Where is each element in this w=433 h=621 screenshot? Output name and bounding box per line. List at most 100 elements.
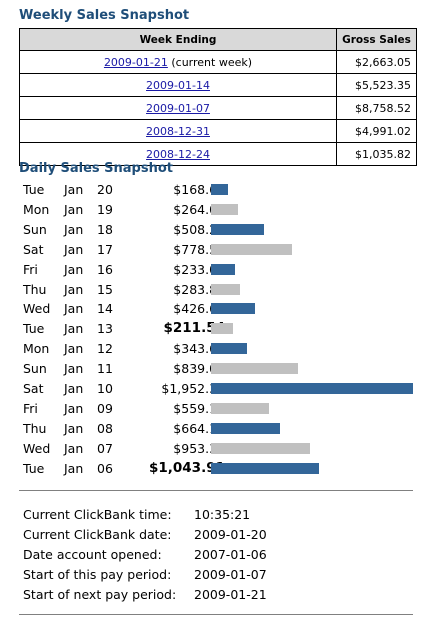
day-of-week: Tue [23,182,45,197]
daily-amount: $283.87 [173,281,225,297]
info-label: Date account opened: [23,547,162,562]
daily-row: Tue Jan 06 $1,043.91 [23,459,423,479]
daily-amount: $168.67 [173,182,225,197]
table-row: 2009-01-21 (current week) $2,663.05 [19,50,417,74]
day-number: 20 [97,182,113,197]
daily-amount: $211.54 [163,320,226,337]
divider [19,490,413,491]
info-label: Start of next pay period: [23,587,177,602]
month: Jan [64,400,84,416]
daily-sales-bar [211,223,264,235]
daily-sales-bar [211,462,319,474]
week-cell: 2009-01-21 (current week) [19,50,337,74]
daily-row: Sat Jan 10 $1,952.38 [23,379,423,399]
daily-row: Wed Jan 14 $426.60 [23,299,423,319]
week-link[interactable]: 2008-12-24 [146,147,210,161]
week-ending-header: Week Ending [19,28,337,51]
day-number: 15 [97,281,113,297]
day-of-week: Wed [23,301,51,317]
gross-sales-cell: $2,663.05 [336,50,417,74]
daily-amount: $264.04 [173,201,225,217]
daily-row: Mon Jan 19 $264.04 [23,200,423,220]
day-number: 09 [97,400,113,416]
daily-amount: $778.54 [173,241,225,257]
week-link[interactable]: 2009-01-21 [103,55,168,69]
info-label: Current ClickBank date: [23,527,172,542]
daily-amount: $343.68 [173,341,225,357]
daily-row: Tue Jan 13 $211.54 [23,319,423,339]
day-of-week: Thu [23,420,47,436]
day-number: 19 [97,201,113,217]
month: Jan [64,301,84,317]
daily-sales-bar [211,323,233,335]
day-number: 17 [97,241,113,257]
day-of-week: Sun [23,361,47,377]
day-of-week: Tue [23,321,45,337]
gross-sales-header: Gross Sales [336,28,417,51]
month: Jan [64,261,84,277]
week-cell: 2009-01-07 [19,96,337,120]
day-number: 06 [97,460,113,476]
table-row: 2009-01-14 $5,523.35 [19,73,417,97]
week-link[interactable]: 2008-12-31 [146,124,210,138]
day-number: 07 [97,440,113,456]
day-of-week: Sat [23,381,44,396]
table-row: 2009-01-07 $8,758.52 [19,96,417,120]
month: Jan [64,221,84,237]
daily-sales-bar [211,363,298,375]
week-cell: 2009-01-14 [19,73,337,97]
daily-sales-bar [211,283,240,295]
table-row: 2008-12-31 $4,991.02 [19,119,417,143]
daily-row: Sun Jan 11 $839.08 [23,359,423,379]
day-number: 18 [97,221,113,237]
day-of-week: Sat [23,241,44,257]
info-value: 10:35:21 [194,507,251,522]
month: Jan [64,460,84,476]
info-label: Start of this pay period: [23,567,172,582]
daily-row: Mon Jan 12 $343.68 [23,339,423,359]
daily-sales-bar [211,184,228,195]
table-row: 2008-12-24 $1,035.82 [19,142,417,166]
daily-amount: $233.05 [173,261,225,277]
daily-sales-title: Daily Sales Snapshot [19,161,173,176]
week-cell: 2008-12-24 [19,142,337,166]
day-number: 14 [97,301,113,317]
weekly-sales-title: Weekly Sales Snapshot [19,8,190,23]
gross-sales-cell: $5,523.35 [336,73,417,97]
gross-sales-cell: $4,991.02 [336,119,417,143]
daily-row: Fri Jan 09 $559.11 [23,399,423,419]
daily-amount: $559.11 [173,400,225,416]
daily-sales-bar [211,402,269,414]
month: Jan [64,241,84,257]
info-value: 2007-01-06 [194,547,267,562]
daily-amount: $426.60 [173,301,225,317]
daily-amount: $1,043.91 [148,459,225,476]
daily-sales-bar [211,243,292,255]
week-note: (current week) [167,55,253,69]
month: Jan [64,321,84,337]
month: Jan [64,361,84,377]
day-of-week: Sun [23,221,47,237]
weekly-sales-table: Week Ending Gross Sales 2009-01-21 (curr… [19,28,417,166]
daily-amount: $839.08 [173,361,225,377]
gross-sales-cell: $1,035.82 [336,142,417,166]
divider [19,614,413,615]
daily-amount: $664.18 [173,420,225,436]
month: Jan [64,341,84,357]
day-of-week: Fri [23,400,38,416]
daily-sales-bar [211,343,247,355]
daily-row: Thu Jan 08 $664.18 [23,419,423,439]
month: Jan [64,182,84,197]
info-value: 2009-01-20 [194,527,267,542]
week-link[interactable]: 2009-01-14 [146,78,210,92]
daily-sales-bar [211,383,413,394]
day-of-week: Fri [23,261,38,277]
info-label: Current ClickBank time: [23,507,172,522]
gross-sales-cell: $8,758.52 [336,96,417,120]
week-link[interactable]: 2009-01-07 [146,101,210,115]
month: Jan [64,381,84,396]
daily-sales-bar [211,203,238,215]
day-number: 12 [97,341,113,357]
day-of-week: Mon [23,341,50,357]
daily-sales-bar [211,303,255,315]
